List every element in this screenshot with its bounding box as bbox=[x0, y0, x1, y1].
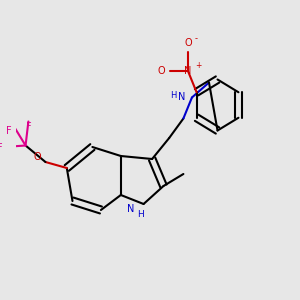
Text: F: F bbox=[26, 122, 31, 133]
Text: O: O bbox=[157, 66, 165, 76]
Text: H: H bbox=[170, 91, 177, 100]
Text: H: H bbox=[137, 210, 144, 219]
Text: +: + bbox=[195, 61, 201, 70]
Text: N: N bbox=[127, 203, 134, 214]
Text: -: - bbox=[195, 34, 198, 43]
Text: N: N bbox=[178, 92, 186, 103]
Text: O: O bbox=[184, 38, 192, 48]
Text: F: F bbox=[6, 125, 11, 136]
Text: F: F bbox=[0, 143, 3, 154]
Text: O: O bbox=[34, 152, 41, 163]
Text: N: N bbox=[184, 66, 192, 76]
